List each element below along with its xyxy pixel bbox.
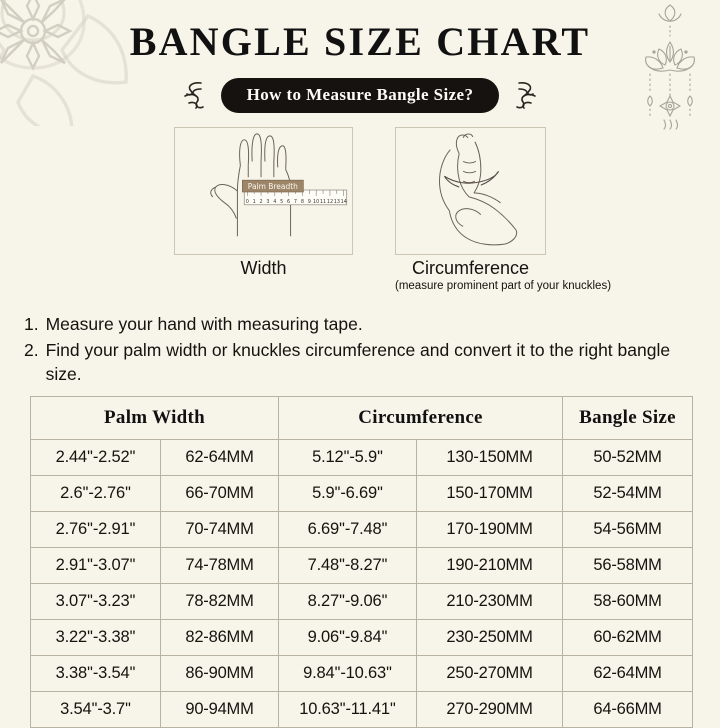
svg-text:1: 1	[253, 199, 256, 205]
table-cell: 62-64MM	[562, 655, 694, 692]
svg-text:10: 10	[313, 199, 319, 205]
instruction-number: 1.	[24, 314, 39, 334]
table-row: 3.38''-3.54'' 86-90MM 9.84''-10.63'' 250-27…	[30, 655, 694, 692]
table-cell: 2.76''-2.91''	[30, 511, 161, 548]
table-row: 2.91''-3.07'' 74-78MM 7.48''-8.27'' 190-210…	[30, 547, 694, 584]
table-cell: 66-70MM	[159, 475, 280, 512]
how-to-measure-badge: How to Measure Bangle Size?	[220, 78, 500, 113]
table-cell: 56-58MM	[562, 547, 694, 584]
table-cell: 6.69''-7.48''	[278, 511, 418, 548]
instruction-text: Find your palm width or knuckles circumf…	[45, 340, 671, 385]
circumference-illustration-panel	[395, 127, 546, 255]
table-cell: 10.63''-11.41''	[278, 691, 418, 728]
instruction-item: 1. Measure your hand with measuring tape…	[24, 312, 696, 336]
caption-width-label: Width	[240, 258, 287, 278]
size-table-wrapper: Palm Width Circumference Bangle Size 2.4…	[29, 396, 694, 728]
table-row: 3.22''-3.38'' 82-86MM 9.06''-9.84'' 230-250…	[30, 619, 694, 656]
table-cell: 230-250MM	[416, 619, 564, 656]
instructions-list: 1. Measure your hand with measuring tape…	[24, 312, 696, 388]
page-title: BANGLE SIZE CHART	[129, 19, 591, 64]
table-cell: 78-82MM	[159, 583, 280, 620]
svg-text:5: 5	[280, 199, 283, 205]
table-cell: 9.06''-9.84''	[278, 619, 418, 656]
instruction-number: 2.	[24, 340, 39, 361]
henna-flourish-icon	[516, 81, 537, 109]
table-cell: 250-270MM	[416, 655, 564, 692]
table-cell: 50-52MM	[562, 439, 694, 476]
svg-text:4: 4	[273, 199, 276, 205]
table-cell: 52-54MM	[562, 475, 694, 512]
table-cell: 130-150MM	[416, 439, 564, 476]
table-row: 2.44''-2.52'' 62-64MM 5.12''-5.9'' 130-150M…	[30, 439, 694, 476]
table-cell: 3.54''-3.7''	[30, 691, 161, 728]
table-cell: 150-170MM	[416, 475, 564, 512]
badge-row: How to Measure Bangle Size?	[0, 78, 720, 113]
table-row: 3.54''-3.7'' 90-94MM 10.63''-11.41'' 270-29…	[30, 691, 694, 728]
table-cell: 86-90MM	[159, 655, 280, 692]
table-cell: 170-190MM	[416, 511, 564, 548]
table-cell: 5.12''-5.9''	[278, 439, 418, 476]
table-row: 3.07''-3.23'' 78-82MM 8.27''-9.06'' 210-230…	[30, 583, 694, 620]
svg-text:6: 6	[287, 199, 290, 205]
svg-text:8: 8	[301, 199, 304, 205]
table-cell: 90-94MM	[159, 691, 280, 728]
instruction-text: Measure your hand with measuring tape.	[45, 314, 363, 334]
table-row: 2.6''-2.76'' 66-70MM 5.9''-6.69'' 150-170MM…	[30, 475, 694, 512]
table-cell: 74-78MM	[159, 547, 280, 584]
table-cell: 190-210MM	[416, 547, 564, 584]
caption-circumference: Circumference (measure prominent part of…	[395, 258, 612, 292]
svg-text:11: 11	[320, 199, 326, 205]
table-cell: 60-62MM	[562, 619, 694, 656]
table-cell: 62-64MM	[159, 439, 280, 476]
table-cell: 7.48''-8.27''	[278, 547, 418, 584]
column-header-circumference: Circumference	[278, 396, 564, 440]
henna-flourish-icon	[183, 81, 204, 109]
svg-text:2: 2	[259, 199, 262, 205]
table-cell: 3.22''-3.38''	[30, 619, 161, 656]
table-cell: 210-230MM	[416, 583, 564, 620]
svg-text:9: 9	[308, 199, 311, 205]
table-row: 2.76''-2.91'' 70-74MM 6.69''-7.48'' 170-190…	[30, 511, 694, 548]
table-cell: 64-66MM	[562, 691, 694, 728]
table-cell: 8.27''-9.06''	[278, 583, 418, 620]
table-cell: 58-60MM	[562, 583, 694, 620]
caption-circumference-note: (measure prominent part of your knuckles…	[395, 279, 612, 292]
table-header-row: Palm Width Circumference Bangle Size	[29, 396, 694, 440]
caption-circumference-label: Circumference	[411, 258, 530, 278]
table-head: Palm Width Circumference Bangle Size	[29, 396, 694, 440]
table-cell: 9.84''-10.63''	[278, 655, 418, 692]
palm-breadth-label: Palm Breadth	[248, 182, 298, 191]
table-cell: 270-290MM	[416, 691, 564, 728]
table-cell: 70-74MM	[159, 511, 280, 548]
svg-text:0: 0	[246, 199, 249, 205]
svg-text:14: 14	[341, 199, 347, 205]
svg-text:12: 12	[327, 199, 333, 205]
table-cell: 54-56MM	[562, 511, 694, 548]
table-cell: 2.91''-3.07''	[30, 547, 161, 584]
svg-text:13: 13	[334, 199, 340, 205]
svg-text:3: 3	[266, 199, 269, 205]
bangle-size-table: Palm Width Circumference Bangle Size 2.4…	[29, 396, 694, 728]
instruction-item: 2. Find your palm width or knuckles circ…	[24, 338, 696, 386]
panel-captions: Width Circumference (measure prominent p…	[0, 258, 720, 292]
column-header-palm-width: Palm Width	[29, 396, 280, 440]
table-cell: 2.6''-2.76''	[30, 475, 161, 512]
table-cell: 3.38''-3.54''	[30, 655, 161, 692]
folded-hand-with-tape-illustration	[438, 133, 518, 246]
caption-width: Width	[174, 258, 353, 292]
table-cell: 82-86MM	[159, 619, 280, 656]
table-cell: 5.9''-6.69''	[278, 475, 418, 512]
table-body: 2.44''-2.52'' 62-64MM 5.12''-5.9'' 130-150M…	[30, 439, 694, 728]
table-cell: 3.07''-3.23''	[30, 583, 161, 620]
svg-text:7: 7	[294, 199, 297, 205]
table-cell: 2.44''-2.52''	[30, 439, 161, 476]
column-header-bangle-size: Bangle Size	[562, 396, 694, 440]
